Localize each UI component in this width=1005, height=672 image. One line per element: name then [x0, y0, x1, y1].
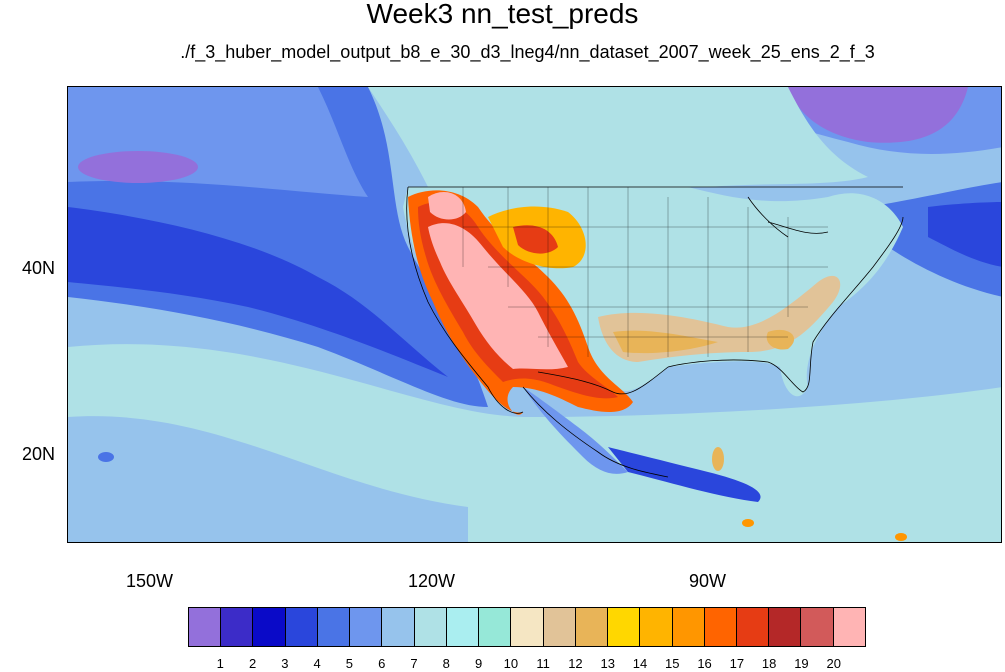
x-tick-label: 90W	[689, 571, 727, 591]
colorbar-swatch	[382, 608, 415, 646]
colorbar-tick-label: 11	[536, 656, 550, 671]
map-subtitle: ./f_3_huber_model_output_b8_e_30_d3_lneg…	[180, 42, 875, 62]
colorbar-tick-label: 9	[474, 656, 483, 671]
colorbar-tick-label: 6	[378, 656, 386, 671]
colorbar-tick-label: 15	[665, 656, 680, 671]
colorbar-swatch	[414, 608, 447, 646]
colorbar-swatch	[221, 608, 254, 646]
colorbar-tick-label: 20	[826, 656, 841, 671]
colorbar-tick-label: 12	[568, 656, 583, 671]
colorbar-tick-label: 4	[313, 656, 321, 671]
colorbar-swatch	[833, 608, 865, 646]
colorbar-swatch	[479, 608, 512, 646]
colorbar-swatch	[285, 608, 318, 646]
colorbar	[188, 607, 866, 647]
pacific-minimum-area	[78, 151, 198, 183]
colorbar-tick-label: 18	[761, 656, 777, 671]
colorbar-swatch	[253, 608, 286, 646]
colorbar-tick-label: 13	[600, 656, 615, 671]
hawaii-region	[98, 452, 114, 462]
colorbar-tick-label: 5	[345, 656, 354, 671]
gulf-of-california-region	[523, 387, 628, 474]
state-borders	[462, 187, 828, 357]
colorbar-swatch	[608, 608, 641, 646]
colorbar-tick-label: 3	[281, 656, 289, 671]
colorbar-swatch	[640, 608, 673, 646]
y-tick-label: 40N	[22, 258, 56, 278]
colorbar-swatch	[446, 608, 480, 646]
colorbar-swatch	[704, 608, 737, 646]
y-tick-label: 20N	[22, 444, 56, 464]
colorbar-tick-label: 17	[729, 656, 745, 671]
colorbar-tick-label: 14	[632, 656, 648, 671]
colorbar-tick-label: 1	[216, 656, 224, 671]
colorbar-tick-label: 7	[410, 656, 418, 671]
colorbar-swatch	[769, 608, 802, 646]
colorbar-tick-label: 10	[503, 656, 519, 671]
colorbar-tick-label: 2	[248, 656, 257, 671]
colorbar-swatch	[801, 608, 834, 646]
coastlines	[406, 186, 904, 478]
colorbar-swatch	[189, 608, 222, 646]
colorbar-tick-label: 8	[442, 656, 450, 671]
x-tick-label: 120W	[408, 571, 456, 591]
map-canvas	[68, 87, 1001, 542]
colorbar-swatch	[350, 608, 383, 646]
colorbar-tick-label: 16	[697, 656, 712, 671]
colorbar-swatch	[672, 608, 705, 646]
colorbar-swatch	[317, 608, 351, 646]
canada-land	[368, 87, 868, 187]
x-tick-label: 150W	[126, 571, 174, 591]
colorbar-swatch	[543, 608, 576, 646]
colorbar-swatch	[575, 608, 609, 646]
map-panel	[67, 86, 1002, 543]
map-title: Week3 nn_test_preds	[366, 0, 639, 29]
colorbar-swatch	[736, 608, 770, 646]
colorbar-tick-label: 19	[794, 656, 809, 671]
colorbar-swatch	[511, 608, 544, 646]
canada-minimum-area	[788, 87, 968, 143]
